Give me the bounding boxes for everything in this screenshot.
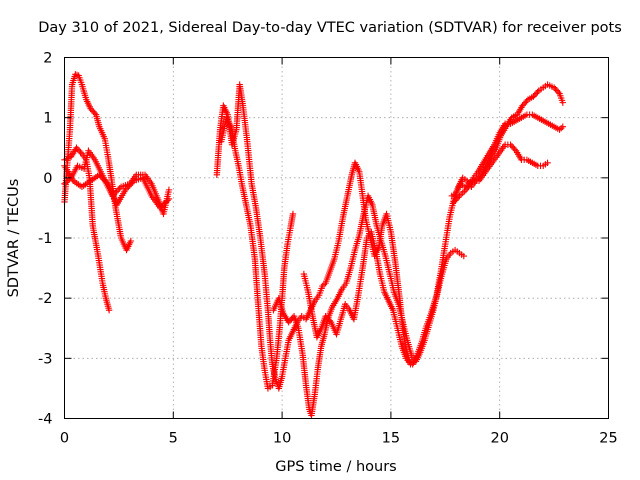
data-point — [97, 173, 104, 180]
data-point — [508, 143, 516, 150]
data-point — [129, 179, 136, 186]
data-point — [326, 317, 333, 324]
data-point — [532, 90, 540, 97]
data-point — [454, 194, 462, 201]
data-point — [550, 84, 558, 91]
data-point — [289, 210, 297, 218]
data-point — [158, 203, 165, 210]
data-point — [87, 105, 94, 112]
data-point — [457, 191, 465, 198]
x-tick-label: 5 — [169, 431, 178, 447]
data-point — [113, 188, 120, 195]
data-point — [99, 174, 106, 182]
x-tick-label: 10 — [273, 431, 291, 447]
y-tick-label: 2 — [43, 51, 52, 67]
data-point — [122, 186, 129, 194]
x-axis-label: GPS time / hours — [275, 459, 396, 475]
data-point — [450, 198, 458, 206]
y-tick-label: 0 — [43, 171, 52, 187]
data-point — [96, 171, 103, 179]
data-point — [161, 200, 168, 207]
data-point — [157, 204, 164, 212]
series-trace-i — [448, 111, 566, 200]
data-point — [554, 88, 562, 96]
y-tick-label: -2 — [38, 291, 52, 307]
x-tick-label: 20 — [490, 431, 508, 447]
data-point — [164, 197, 171, 204]
data-point — [459, 189, 466, 197]
data-point — [552, 85, 559, 93]
data-point — [101, 177, 109, 185]
data-point — [559, 123, 566, 130]
data-point — [159, 201, 167, 209]
data-point — [553, 87, 561, 94]
data-point — [90, 108, 97, 115]
data-point — [126, 182, 133, 189]
data-point — [557, 125, 565, 132]
x-tick-label: 15 — [382, 431, 400, 447]
y-axis-label: SDTVAR / TECUs — [6, 179, 22, 298]
y-tick-label: -4 — [38, 412, 52, 428]
axis-ticks — [64, 57, 609, 419]
data-point — [544, 159, 551, 166]
data-point — [452, 197, 459, 204]
data-point — [125, 183, 132, 191]
data-point — [114, 186, 122, 194]
data-point — [407, 361, 414, 368]
data-point — [325, 316, 332, 323]
data-point — [91, 109, 98, 117]
data-point — [530, 93, 537, 100]
data-point — [77, 149, 84, 156]
series-trace-h — [300, 228, 414, 368]
y-tick-label: -1 — [38, 231, 52, 247]
data-point — [531, 91, 538, 99]
data-point — [75, 147, 83, 154]
data-point — [507, 141, 514, 148]
data-point — [74, 146, 82, 153]
data-point — [534, 88, 541, 96]
data-point — [453, 195, 460, 203]
data-point — [511, 146, 518, 153]
series-trace-j — [450, 141, 551, 206]
series-trace-g — [270, 192, 467, 419]
data-point — [103, 179, 110, 186]
x-tick-label: 25 — [599, 431, 617, 447]
data-point — [520, 100, 528, 108]
series-trace-e — [213, 81, 566, 392]
tick-labels: 0 5 10 15 20 25 -4 -3 -2 -1 0 1 2 — [38, 51, 618, 447]
data-point — [88, 106, 96, 114]
chart-title: Day 310 of 2021, Sidereal Day-to-day VTE… — [38, 20, 622, 36]
data-point — [73, 144, 80, 151]
data-point — [522, 99, 529, 106]
data-point — [285, 319, 292, 326]
data-point — [559, 99, 566, 106]
data-point — [322, 313, 329, 320]
y-tick-label: 1 — [43, 111, 52, 127]
data-point — [128, 180, 135, 188]
series-trace-f — [217, 114, 297, 392]
data-point — [286, 317, 294, 324]
data-point — [510, 144, 517, 151]
y-tick-label: -3 — [38, 351, 52, 367]
data-point — [116, 185, 123, 192]
data-point — [288, 316, 295, 323]
data-point — [162, 198, 170, 206]
data-point — [100, 176, 107, 183]
data-point — [323, 314, 331, 321]
data-point — [123, 185, 131, 192]
data-point — [105, 307, 113, 314]
data-point — [112, 189, 119, 197]
data-point — [165, 186, 173, 194]
data-point — [165, 195, 173, 203]
series-trace-d — [61, 162, 173, 212]
data-point — [127, 237, 135, 245]
data-point — [461, 188, 468, 195]
data-point — [460, 252, 467, 260]
data-points — [61, 71, 566, 419]
x-tick-label: 0 — [60, 431, 69, 447]
data-point — [519, 102, 526, 109]
